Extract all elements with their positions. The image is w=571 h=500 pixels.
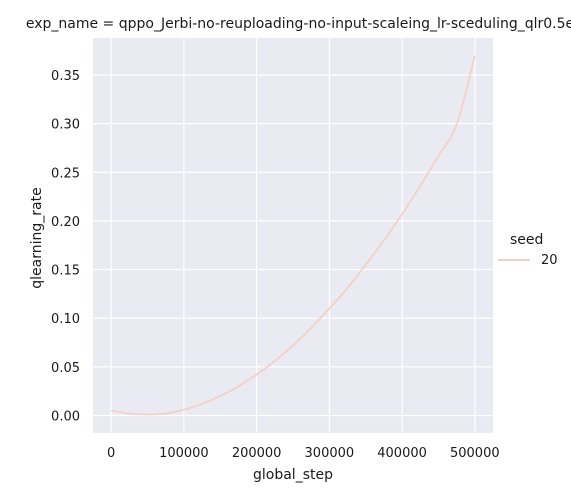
y-tick-label: 0.10 xyxy=(51,312,80,327)
y-tick-label: 0.20 xyxy=(51,215,80,230)
x-tick-label: 300000 xyxy=(305,446,355,461)
chart-title: exp_name = qppo_Jerbi-no-reuploading-no-… xyxy=(26,16,571,32)
x-tick-label: 0 xyxy=(107,446,115,461)
x-axis-label: global_step xyxy=(253,467,333,483)
y-tick-label: 0.25 xyxy=(51,166,80,181)
x-tick-label: 100000 xyxy=(159,446,209,461)
y-tick-label: 0.15 xyxy=(51,264,80,279)
x-tick-labels: 0 100000 200000 300000 400000 500000 xyxy=(107,446,500,461)
y-tick-label: 0.05 xyxy=(51,361,80,376)
x-tick-label: 500000 xyxy=(450,446,500,461)
y-axis-label: qlearning_rate xyxy=(29,187,45,288)
legend-title: seed xyxy=(510,232,543,248)
y-tick-labels: 0.00 0.05 0.10 0.15 0.20 0.25 0.30 0.35 xyxy=(51,69,80,425)
x-tick-label: 400000 xyxy=(377,446,427,461)
y-tick-label: 0.30 xyxy=(51,118,80,133)
x-tick-label: 200000 xyxy=(232,446,282,461)
y-tick-label: 0.35 xyxy=(51,69,80,84)
legend: seed 20 xyxy=(498,232,558,268)
plot-area xyxy=(93,38,493,433)
legend-label-20: 20 xyxy=(541,253,558,268)
y-tick-label: 0.00 xyxy=(51,409,80,424)
